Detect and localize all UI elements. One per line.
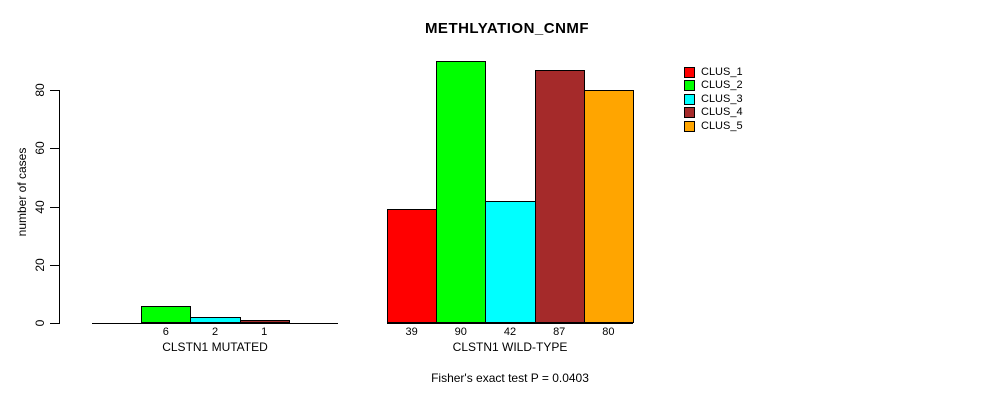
bar-value-label: 39: [405, 326, 418, 338]
bar-clus_3: [190, 317, 241, 323]
y-axis-line: [59, 90, 60, 324]
x-axis-baseline: [92, 323, 338, 324]
bar-value-label: 80: [602, 326, 615, 338]
x-group-label-wild-type: CLSTN1 WILD-TYPE: [452, 340, 568, 354]
legend-label-clus_3: CLUS_3: [701, 92, 743, 105]
y-axis-tick-label: 40: [33, 199, 47, 214]
bar-clus_4: [534, 70, 585, 323]
x-axis-baseline: [387, 323, 633, 324]
legend-label-clus_5: CLUS_5: [701, 119, 743, 132]
legend-swatch-clus_4: [684, 107, 695, 119]
bar-clus_3: [485, 201, 536, 323]
legend-label-clus_4: CLUS_4: [701, 106, 743, 119]
bar-value-label: 1: [261, 326, 268, 338]
bar-clus_1: [387, 209, 438, 323]
y-axis-tick-label: 20: [33, 258, 47, 272]
legend-swatch-clus_3: [684, 93, 695, 105]
legend-swatch-clus_5: [684, 120, 695, 132]
x-group-label-mutated: CLSTN1 MUTATED: [162, 340, 268, 354]
y-axis-tick-label: 0: [33, 319, 47, 327]
y-axis-tick: [50, 90, 59, 91]
bar-value-label: 42: [503, 326, 517, 338]
bar-clus_5: [583, 90, 634, 323]
y-axis-tick: [50, 323, 59, 324]
fisher-test-footnote: Fisher's exact test P = 0.0403: [431, 371, 589, 385]
bar-value-label: 90: [454, 326, 467, 338]
legend-label-clus_2: CLUS_2: [701, 79, 743, 92]
chart-title: METHLYATION_CNMF: [424, 20, 590, 37]
legend-swatch-clus_1: [684, 67, 695, 78]
bar-clus_2: [436, 61, 487, 323]
legend-label-clus_1: CLUS_1: [701, 66, 743, 78]
y-axis-title: number of cases: [15, 147, 29, 237]
bar-clus_2: [141, 306, 192, 323]
bar-value-label: 6: [162, 326, 169, 338]
bar-clus_4: [239, 320, 290, 323]
bar-value-label: 87: [553, 326, 566, 338]
y-axis-tick-label: 60: [33, 141, 47, 155]
bar-value-label: 2: [211, 326, 219, 338]
y-axis-tick: [50, 206, 59, 208]
y-axis-tick: [50, 264, 59, 266]
legend-swatch-clus_2: [684, 80, 695, 92]
y-axis-tick-label: 80: [33, 83, 47, 97]
y-axis-tick: [50, 148, 59, 150]
